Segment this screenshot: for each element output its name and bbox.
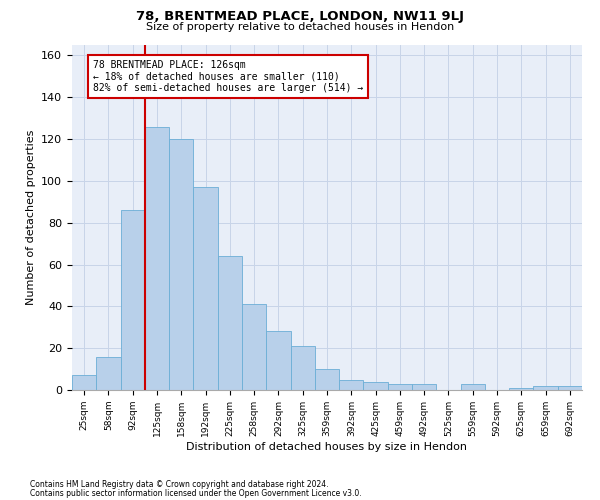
Text: 78 BRENTMEAD PLACE: 126sqm
← 18% of detached houses are smaller (110)
82% of sem: 78 BRENTMEAD PLACE: 126sqm ← 18% of deta… [92, 60, 363, 93]
Bar [533, 386, 558, 390]
Bar [145, 126, 169, 390]
Text: Contains HM Land Registry data © Crown copyright and database right 2024.: Contains HM Land Registry data © Crown c… [30, 480, 329, 489]
Bar [315, 369, 339, 390]
Bar [96, 356, 121, 390]
Bar [218, 256, 242, 390]
Bar [412, 384, 436, 390]
Bar [364, 382, 388, 390]
Bar [558, 386, 582, 390]
Bar [242, 304, 266, 390]
Text: Contains public sector information licensed under the Open Government Licence v3: Contains public sector information licen… [30, 488, 362, 498]
Bar [266, 332, 290, 390]
Bar [388, 384, 412, 390]
Bar [290, 346, 315, 390]
Bar [169, 139, 193, 390]
Bar [509, 388, 533, 390]
Bar [72, 376, 96, 390]
Bar [339, 380, 364, 390]
X-axis label: Distribution of detached houses by size in Hendon: Distribution of detached houses by size … [187, 442, 467, 452]
Bar [121, 210, 145, 390]
Text: 78, BRENTMEAD PLACE, LONDON, NW11 9LJ: 78, BRENTMEAD PLACE, LONDON, NW11 9LJ [136, 10, 464, 23]
Bar [461, 384, 485, 390]
Bar [193, 187, 218, 390]
Y-axis label: Number of detached properties: Number of detached properties [26, 130, 35, 305]
Text: Size of property relative to detached houses in Hendon: Size of property relative to detached ho… [146, 22, 454, 32]
